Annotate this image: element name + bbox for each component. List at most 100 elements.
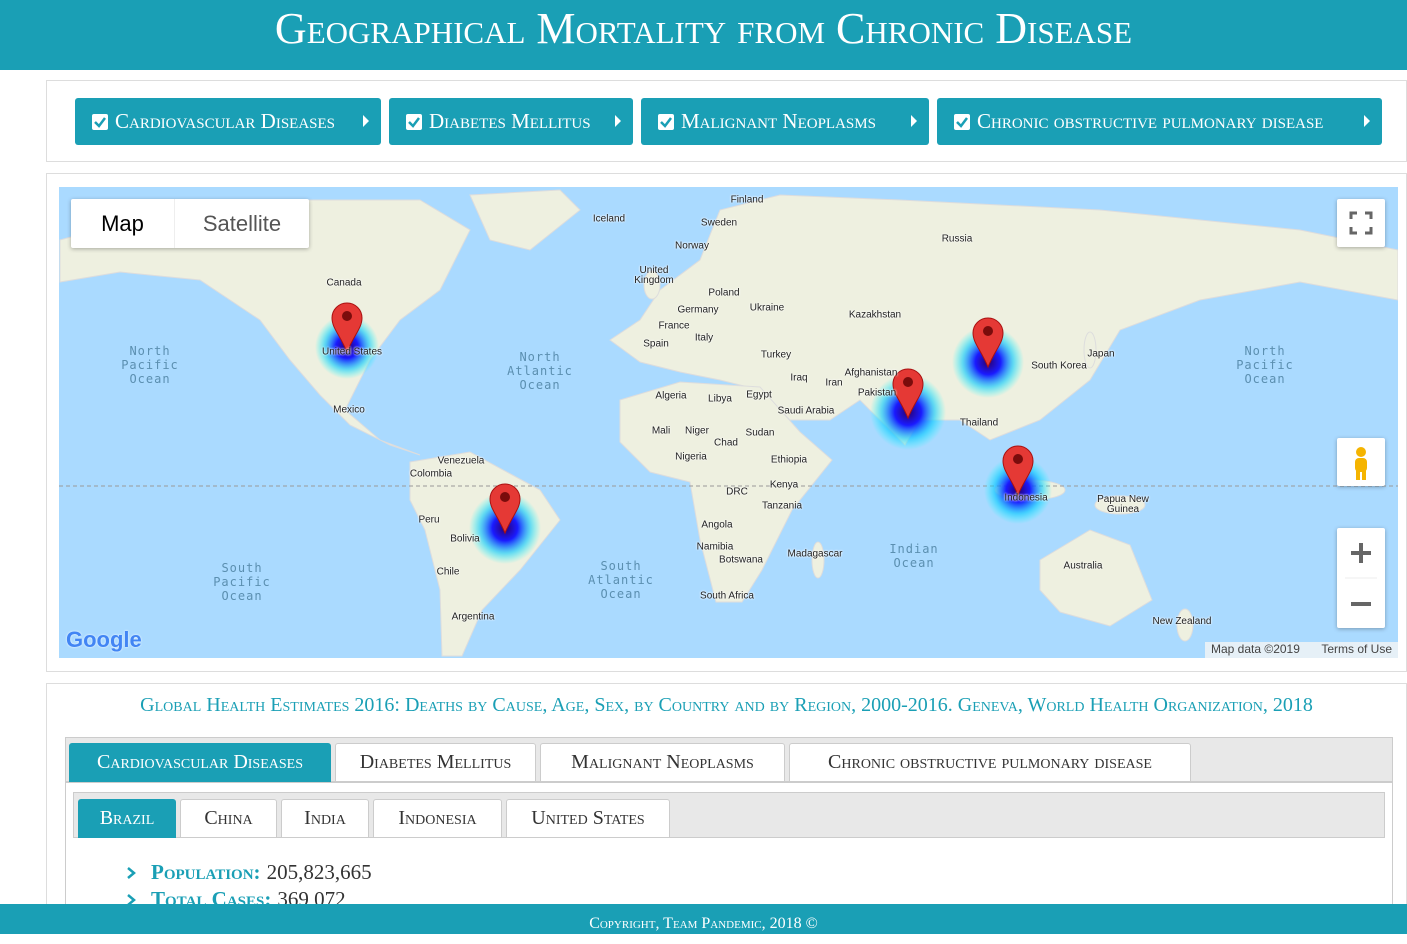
country-label: Mexico [333, 404, 365, 416]
country-label: Pakistan [857, 387, 897, 399]
dropdown-arrow [911, 115, 917, 127]
map-data: Map data ©2019 [1211, 642, 1300, 656]
country-label: Japan [1087, 348, 1115, 360]
country-label: Sweden [700, 217, 738, 229]
detail-label: Population: [151, 860, 261, 884]
country-label: Ethiopia [770, 454, 808, 466]
fullscreen-button[interactable] [1337, 199, 1385, 247]
country-label: Afghanistan [844, 367, 898, 379]
pegman[interactable] [1337, 438, 1385, 486]
country-label: Argentina [451, 611, 495, 623]
terms-link[interactable]: Terms of Use [1321, 642, 1392, 656]
country-tab[interactable]: Indonesia [373, 799, 502, 838]
country-label: Peru [418, 514, 440, 526]
country-label: Bolivia [450, 533, 480, 545]
dropdown-arrow [1364, 115, 1370, 127]
filter-button[interactable]: Chronic obstructive pulmonary disease [937, 98, 1382, 145]
country-label: Turkey [760, 349, 792, 361]
country-label: Germany [677, 304, 719, 316]
country-label: South Korea [1031, 360, 1087, 372]
dropdown-arrow [363, 115, 369, 127]
country-label: Thailand [959, 417, 999, 429]
country-label: United States [321, 346, 383, 358]
country-label: Ukraine [749, 302, 785, 314]
country-label: Poland [708, 287, 740, 299]
disease-tab[interactable]: Diabetes Mellitus [335, 743, 536, 782]
country-label: Chad [714, 437, 738, 449]
disease-tab[interactable]: Cardiovascular Diseases [69, 743, 331, 782]
country-label: Spain [643, 338, 669, 350]
country-label: Sudan [745, 427, 775, 439]
checkbox[interactable] [953, 113, 971, 131]
country-label: Chile [436, 566, 460, 578]
footer: Copyright, Team Pandemic, 2018 © [0, 904, 1407, 934]
chevron [127, 866, 136, 879]
country-label: DRC [726, 486, 748, 498]
detail-row: Population: 205,823,665 [125, 860, 372, 885]
satellite-button[interactable]: Satellite [174, 199, 309, 248]
country-label: Papua New Guinea [1097, 494, 1149, 515]
country-label: Botswana [719, 554, 763, 566]
filter-label: Cardiovascular Diseases [115, 109, 336, 133]
country-label: Russia [941, 233, 973, 245]
filter-button[interactable]: Malignant Neoplasms [641, 98, 929, 145]
checkbox[interactable] [657, 113, 675, 131]
filter-label: Malignant Neoplasms [681, 109, 876, 133]
country-tab[interactable]: Brazil [78, 799, 176, 838]
zoom-in[interactable] [1351, 543, 1371, 563]
attribution: Map data ©2019 Terms of Use [1205, 642, 1398, 658]
disease-tab[interactable]: Malignant Neoplasms [540, 743, 785, 782]
country-label: Namibia [696, 541, 734, 553]
country-label: South Africa [700, 590, 754, 602]
ocean-label: South Pacific Ocean [213, 561, 271, 603]
checkbox[interactable] [91, 113, 109, 131]
country-label: Nigeria [675, 451, 707, 463]
country-label: Australia [1063, 560, 1103, 572]
country-label: Iran [825, 377, 843, 389]
country-label: Indonesia [1004, 492, 1048, 504]
ocean-label: North Atlantic Ocean [507, 350, 573, 392]
checkbox[interactable] [405, 113, 423, 131]
map-type-control: Map Satellite [71, 199, 309, 248]
disease-tab[interactable]: Chronic obstructive pulmonary disease [789, 743, 1191, 782]
filter-label: Diabetes Mellitus [429, 109, 591, 133]
country-label: Norway [675, 240, 709, 252]
country-label: Canada [326, 277, 362, 289]
country-label: Libya [708, 393, 732, 405]
filter-button[interactable]: Diabetes Mellitus [389, 98, 633, 145]
country-label: United Kingdom [634, 265, 674, 286]
country-label: Colombia [409, 468, 453, 480]
country-label: Angola [701, 519, 733, 531]
country-label: Iceland [592, 213, 626, 225]
map-button[interactable]: Map [101, 210, 144, 236]
country-label: France [658, 320, 690, 332]
map[interactable]: Finland Sweden Iceland Norway Russia United K… [59, 187, 1398, 658]
country-tab[interactable]: United States [506, 799, 670, 838]
country-label: Niger [685, 425, 709, 437]
country-label: Iraq [790, 372, 808, 384]
ocean-label: Indian Ocean [889, 542, 939, 570]
dropdown-arrow [615, 115, 621, 127]
country-label: Kenya [769, 479, 799, 491]
country-label: Venezuela [437, 455, 485, 467]
source-text: Global Health Estimates 2016: Deaths by … [140, 694, 1313, 716]
country-label: Saudi Arabia [777, 405, 835, 417]
google-logo: Google [66, 627, 142, 652]
filter-label: Chronic obstructive pulmonary disease [977, 109, 1324, 133]
ocean-label: South Atlantic Ocean [588, 559, 654, 601]
country-label: Algeria [655, 390, 687, 402]
country-label: Madagascar [787, 548, 843, 560]
country-label: Egypt [746, 389, 772, 401]
country-label: Finland [730, 194, 764, 206]
detail-value: 205,823,665 [266, 860, 372, 884]
header-title: Geographical Mortality from Chronic Dise… [0, 0, 1407, 70]
country-label: Kazakhstan [848, 309, 902, 321]
country-label: New Zealand [1152, 616, 1212, 627]
map-base [59, 189, 1398, 657]
zoom-control [1337, 528, 1385, 628]
country-tab[interactable]: China [180, 799, 277, 838]
country-label: Italy [694, 332, 714, 344]
filter-button[interactable]: Cardiovascular Diseases [75, 98, 381, 145]
country-tab[interactable]: India [281, 799, 369, 838]
